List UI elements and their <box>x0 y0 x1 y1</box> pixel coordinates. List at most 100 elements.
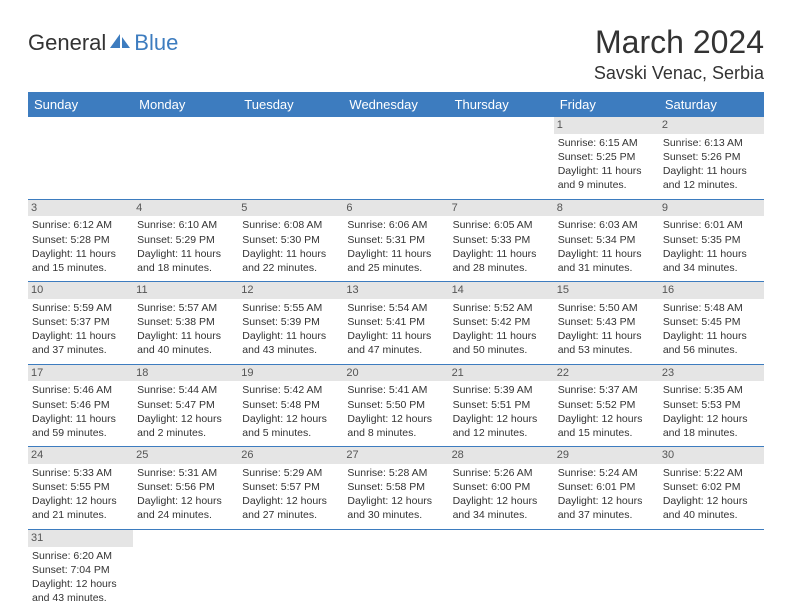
day-cell-30: 30Sunrise: 5:22 AMSunset: 6:02 PMDayligh… <box>659 447 764 530</box>
sunrise-text: Sunrise: 5:59 AM <box>32 301 129 315</box>
daylight-text: Daylight: 11 hours and 47 minutes. <box>347 329 444 357</box>
sunset-text: Sunset: 6:02 PM <box>663 480 760 494</box>
sunset-text: Sunset: 5:30 PM <box>242 233 339 247</box>
sunset-text: Sunset: 5:50 PM <box>347 398 444 412</box>
sunset-text: Sunset: 5:38 PM <box>137 315 234 329</box>
sunrise-text: Sunrise: 5:22 AM <box>663 466 760 480</box>
sunrise-text: Sunrise: 6:12 AM <box>32 218 129 232</box>
day-number: 26 <box>238 447 343 464</box>
daylight-text: Daylight: 12 hours and 21 minutes. <box>32 494 129 522</box>
day-cell-14: 14Sunrise: 5:52 AMSunset: 5:42 PMDayligh… <box>449 282 554 365</box>
daylight-text: Daylight: 11 hours and 53 minutes. <box>558 329 655 357</box>
day-header-row: SundayMondayTuesdayWednesdayThursdayFrid… <box>28 92 764 117</box>
day-header-thursday: Thursday <box>449 92 554 117</box>
day-number: 17 <box>28 365 133 382</box>
sunset-text: Sunset: 5:53 PM <box>663 398 760 412</box>
daylight-text: Daylight: 11 hours and 25 minutes. <box>347 247 444 275</box>
sunset-text: Sunset: 5:58 PM <box>347 480 444 494</box>
empty-cell <box>554 529 659 611</box>
sunset-text: Sunset: 5:25 PM <box>558 150 655 164</box>
day-number: 21 <box>449 365 554 382</box>
week-row: 10Sunrise: 5:59 AMSunset: 5:37 PMDayligh… <box>28 282 764 365</box>
sunset-text: Sunset: 5:57 PM <box>242 480 339 494</box>
day-cell-8: 8Sunrise: 6:03 AMSunset: 5:34 PMDaylight… <box>554 199 659 282</box>
day-number: 28 <box>449 447 554 464</box>
location: Savski Venac, Serbia <box>594 63 764 84</box>
day-cell-27: 27Sunrise: 5:28 AMSunset: 5:58 PMDayligh… <box>343 447 448 530</box>
day-cell-11: 11 Sunrise: 5:57 AMSunset: 5:38 PMDayligh… <box>133 282 238 365</box>
daylight-text: Daylight: 12 hours and 24 minutes. <box>137 494 234 522</box>
day-number: 11 <box>133 282 238 299</box>
daylight-text: Daylight: 11 hours and 37 minutes. <box>32 329 129 357</box>
day-cell-6: 6Sunrise: 6:06 AMSunset: 5:31 PMDaylight… <box>343 199 448 282</box>
sunrise-text: Sunrise: 5:57 AM <box>137 301 234 315</box>
sunset-text: Sunset: 6:01 PM <box>558 480 655 494</box>
sunrise-text: Sunrise: 5:52 AM <box>453 301 550 315</box>
day-number: 20 <box>343 365 448 382</box>
day-number: 6 <box>343 200 448 217</box>
day-number: 18 <box>133 365 238 382</box>
empty-cell <box>133 529 238 611</box>
day-cell-10: 10Sunrise: 5:59 AMSunset: 5:37 PMDayligh… <box>28 282 133 365</box>
sunrise-text: Sunrise: 5:29 AM <box>242 466 339 480</box>
day-header-monday: Monday <box>133 92 238 117</box>
day-number: 5 <box>238 200 343 217</box>
sunset-text: Sunset: 5:29 PM <box>137 233 234 247</box>
sunset-text: Sunset: 5:39 PM <box>242 315 339 329</box>
daylight-text: Daylight: 12 hours and 30 minutes. <box>347 494 444 522</box>
empty-cell <box>28 117 133 199</box>
day-cell-28: 28Sunrise: 5:26 AMSunset: 6:00 PMDayligh… <box>449 447 554 530</box>
sunrise-text: Sunrise: 5:48 AM <box>663 301 760 315</box>
daylight-text: Daylight: 11 hours and 12 minutes. <box>663 164 760 192</box>
sunset-text: Sunset: 7:04 PM <box>32 563 129 577</box>
sunset-text: Sunset: 5:41 PM <box>347 315 444 329</box>
sunrise-text: Sunrise: 6:13 AM <box>663 136 760 150</box>
sunrise-text: Sunrise: 6:15 AM <box>558 136 655 150</box>
daylight-text: Daylight: 11 hours and 40 minutes. <box>137 329 234 357</box>
day-cell-3: 3Sunrise: 6:12 AMSunset: 5:28 PMDaylight… <box>28 199 133 282</box>
empty-cell <box>449 529 554 611</box>
empty-cell <box>449 117 554 199</box>
daylight-text: Daylight: 11 hours and 18 minutes. <box>137 247 234 275</box>
day-number: 24 <box>28 447 133 464</box>
day-number: 12 <box>238 282 343 299</box>
sunrise-text: Sunrise: 5:39 AM <box>453 383 550 397</box>
sunset-text: Sunset: 5:52 PM <box>558 398 655 412</box>
month-title: March 2024 <box>594 24 764 61</box>
day-cell-29: 29Sunrise: 5:24 AMSunset: 6:01 PMDayligh… <box>554 447 659 530</box>
day-number: 22 <box>554 365 659 382</box>
sunset-text: Sunset: 5:48 PM <box>242 398 339 412</box>
daylight-text: Daylight: 11 hours and 43 minutes. <box>242 329 339 357</box>
week-row: 3Sunrise: 6:12 AMSunset: 5:28 PMDaylight… <box>28 199 764 282</box>
day-cell-9: 9Sunrise: 6:01 AMSunset: 5:35 PMDaylight… <box>659 199 764 282</box>
day-number: 13 <box>343 282 448 299</box>
sunrise-text: Sunrise: 5:31 AM <box>137 466 234 480</box>
day-number: 30 <box>659 447 764 464</box>
day-cell-26: 26Sunrise: 5:29 AMSunset: 5:57 PMDayligh… <box>238 447 343 530</box>
sunrise-text: Sunrise: 5:24 AM <box>558 466 655 480</box>
day-cell-4: 4Sunrise: 6:10 AMSunset: 5:29 PMDaylight… <box>133 199 238 282</box>
empty-cell <box>659 529 764 611</box>
calendar-table: SundayMondayTuesdayWednesdayThursdayFrid… <box>28 92 764 611</box>
daylight-text: Daylight: 12 hours and 18 minutes. <box>663 412 760 440</box>
sunrise-text: Sunrise: 5:55 AM <box>242 301 339 315</box>
sunrise-text: Sunrise: 5:50 AM <box>558 301 655 315</box>
day-cell-17: 17Sunrise: 5:46 AMSunset: 5:46 PMDayligh… <box>28 364 133 447</box>
sunset-text: Sunset: 5:51 PM <box>453 398 550 412</box>
day-number: 4 <box>133 200 238 217</box>
daylight-text: Daylight: 12 hours and 5 minutes. <box>242 412 339 440</box>
sunrise-text: Sunrise: 5:35 AM <box>663 383 760 397</box>
empty-cell <box>343 117 448 199</box>
week-row: 17Sunrise: 5:46 AMSunset: 5:46 PMDayligh… <box>28 364 764 447</box>
sunrise-text: Sunrise: 5:41 AM <box>347 383 444 397</box>
day-number: 19 <box>238 365 343 382</box>
sunrise-text: Sunrise: 6:03 AM <box>558 218 655 232</box>
sunrise-text: Sunrise: 5:37 AM <box>558 383 655 397</box>
day-cell-23: 23Sunrise: 5:35 AMSunset: 5:53 PMDayligh… <box>659 364 764 447</box>
empty-cell <box>133 117 238 199</box>
daylight-text: Daylight: 11 hours and 15 minutes. <box>32 247 129 275</box>
day-header-friday: Friday <box>554 92 659 117</box>
day-cell-2: 2Sunrise: 6:13 AMSunset: 5:26 PMDaylight… <box>659 117 764 199</box>
day-number: 1 <box>554 117 659 134</box>
day-cell-21: 21Sunrise: 5:39 AMSunset: 5:51 PMDayligh… <box>449 364 554 447</box>
